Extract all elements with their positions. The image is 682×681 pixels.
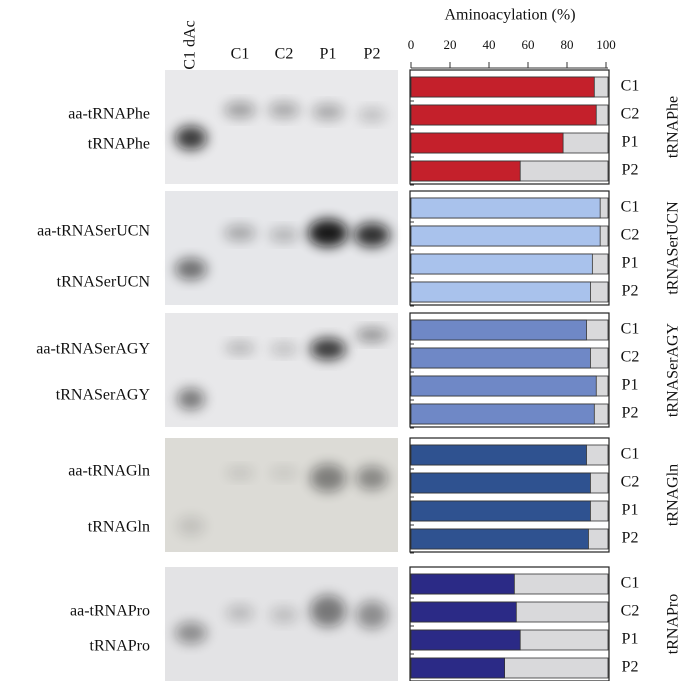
series-label: tRNAPro xyxy=(665,594,682,654)
band-label: aa-tRNAPhe xyxy=(68,106,150,123)
gel-band xyxy=(177,388,205,410)
gel-band xyxy=(358,108,386,122)
category-label: P1 xyxy=(622,502,639,519)
bar xyxy=(410,403,595,425)
gel-band xyxy=(175,126,207,150)
bar xyxy=(410,472,591,494)
bar xyxy=(410,76,595,98)
lane-label: C1 xyxy=(231,46,250,63)
bar xyxy=(410,573,515,595)
x-tick-label: 100 xyxy=(596,37,616,52)
bar xyxy=(410,528,589,550)
bar xyxy=(410,319,587,341)
x-tick-label: 60 xyxy=(522,37,535,52)
series-label: tRNASerUCN xyxy=(665,201,682,295)
gel-band xyxy=(312,104,344,120)
category-label: P2 xyxy=(622,530,639,547)
gel-band xyxy=(356,328,388,342)
gel-band xyxy=(308,219,348,247)
bar xyxy=(410,160,521,182)
gel-band xyxy=(175,258,207,280)
category-label: P1 xyxy=(622,255,639,272)
bar xyxy=(410,225,601,247)
gel-band xyxy=(270,343,298,355)
gel-band xyxy=(354,223,390,247)
bar xyxy=(410,253,593,275)
x-tick-label: 40 xyxy=(483,37,496,52)
bar xyxy=(410,132,564,154)
category-label: P2 xyxy=(622,162,639,179)
category-label: P2 xyxy=(622,659,639,676)
gel-band xyxy=(224,225,256,241)
category-label: P1 xyxy=(622,134,639,151)
gel-band xyxy=(270,607,298,623)
band-label: aa-tRNAGln xyxy=(68,463,150,480)
gel-band xyxy=(225,342,255,354)
lane-label: C2 xyxy=(275,46,294,63)
category-label: C1 xyxy=(621,199,640,216)
category-label: C2 xyxy=(621,349,640,366)
bar xyxy=(410,281,591,303)
x-tick-label: 0 xyxy=(408,37,415,52)
gel-band xyxy=(310,338,346,360)
gel-band xyxy=(356,601,388,629)
gel-band xyxy=(175,622,207,644)
x-tick-label: 80 xyxy=(561,37,574,52)
bar xyxy=(410,500,591,522)
x-tick-label: 20 xyxy=(444,37,457,52)
gel-panel xyxy=(165,191,398,305)
gel-panel xyxy=(165,70,398,184)
series-label: tRNAGln xyxy=(665,464,682,526)
bar xyxy=(410,657,505,679)
lane-label: P1 xyxy=(320,46,337,63)
category-label: C2 xyxy=(621,227,640,244)
lane-label: C1 dAc xyxy=(182,20,199,69)
bar xyxy=(410,375,597,397)
gel-band xyxy=(310,464,346,492)
gel-band xyxy=(356,466,388,490)
gel-band xyxy=(226,605,254,621)
band-label: aa-tRNAPro xyxy=(70,603,150,620)
gel-band xyxy=(310,595,346,627)
gel-band xyxy=(268,102,300,118)
category-label: C2 xyxy=(621,474,640,491)
band-label: tRNAGln xyxy=(88,519,150,536)
chart-title: Aminoacylation (%) xyxy=(444,7,575,24)
category-label: C1 xyxy=(621,321,640,338)
bar xyxy=(410,601,517,623)
band-label: aa-tRNASerUCN xyxy=(37,223,150,240)
bar xyxy=(410,444,587,466)
gel-panel xyxy=(165,438,398,552)
bar xyxy=(410,104,597,126)
category-label: P1 xyxy=(622,631,639,648)
category-label: C2 xyxy=(621,603,640,620)
bar xyxy=(410,629,521,651)
category-label: P1 xyxy=(622,377,639,394)
gel-band xyxy=(269,228,299,242)
band-label: tRNAPhe xyxy=(88,136,150,153)
band-label: tRNAPro xyxy=(90,638,150,655)
gel-band xyxy=(224,102,256,118)
bar xyxy=(410,347,591,369)
band-label: tRNASerAGY xyxy=(56,387,151,404)
gel-band xyxy=(226,467,254,479)
category-label: C1 xyxy=(621,446,640,463)
series-label: tRNAPhe xyxy=(665,96,682,158)
gel-band xyxy=(270,467,298,479)
category-label: C1 xyxy=(621,78,640,95)
category-label: C1 xyxy=(621,575,640,592)
category-label: P2 xyxy=(622,283,639,300)
band-label: aa-tRNASerAGY xyxy=(36,341,150,358)
category-label: P2 xyxy=(622,405,639,422)
gel-panel xyxy=(165,567,398,681)
bar xyxy=(410,197,601,219)
band-label: tRNASerUCN xyxy=(57,274,151,291)
series-label: tRNASerAGY xyxy=(665,322,682,417)
category-label: C2 xyxy=(621,106,640,123)
lane-label: P2 xyxy=(364,46,381,63)
gel-band xyxy=(177,516,205,536)
